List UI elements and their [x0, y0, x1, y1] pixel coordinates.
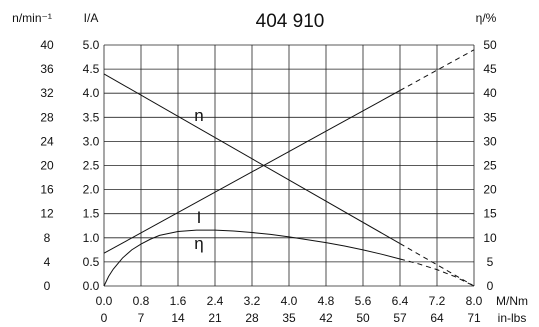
- m-tick-label: 5.6: [355, 294, 372, 308]
- inlbs-tick-label: 14: [171, 311, 185, 325]
- inlbs-tick-label: 28: [245, 311, 259, 325]
- series-eta-extension: [399, 258, 475, 287]
- curve-labels: n Iη: [194, 106, 203, 253]
- i-tick-label: 0.0: [83, 279, 100, 293]
- eta-tick-label: 35: [483, 110, 497, 124]
- i-tick-label: 1.0: [83, 231, 100, 245]
- eta-tick-label: 15: [483, 207, 497, 221]
- inlbs-tick-label: 35: [282, 311, 296, 325]
- inlbs-tick-label: 0: [101, 311, 108, 325]
- n-tick-label: 4: [44, 255, 51, 269]
- n-tick-label: 16: [40, 183, 54, 197]
- i-tick-label: 0.5: [83, 255, 100, 269]
- eta-axis-label: η/%: [476, 11, 497, 25]
- n-tick-label: 0: [44, 279, 51, 293]
- m-axis-label: M/Nm: [496, 294, 528, 308]
- inlbs-tick-label: 21: [208, 311, 222, 325]
- series-eta-line: [103, 229, 401, 287]
- inlbs-tick-label: 42: [319, 311, 333, 325]
- series-eta-label: η: [194, 234, 203, 253]
- eta-tick-label: 30: [483, 134, 497, 148]
- inlbs-tick-label: 50: [356, 311, 370, 325]
- n-tick-label: 28: [40, 110, 54, 124]
- series-n-line: [103, 73, 401, 245]
- i-tick-label: 1.5: [83, 207, 100, 221]
- inlbs-tick-label: 71: [467, 311, 481, 325]
- eta-tick-label: 25: [483, 159, 497, 173]
- eta-tick-label: 45: [483, 62, 497, 76]
- n-tick-label: 32: [40, 86, 54, 100]
- i-tick-label: 3.0: [83, 134, 100, 148]
- inlbs-tick-label: 64: [430, 311, 444, 325]
- m-tick-label: 4.8: [318, 294, 335, 308]
- eta-tick-label: 0: [487, 279, 494, 293]
- eta-tick-label: 40: [483, 86, 497, 100]
- i-tick-label: 4.5: [83, 62, 100, 76]
- n-tick-label: 40: [40, 38, 54, 52]
- tick-labels: 40363228242016128405.04.54.03.53.02.52.0…: [40, 38, 497, 325]
- m-tick-label: 3.2: [244, 294, 261, 308]
- eta-tick-label: 5: [487, 255, 494, 269]
- m-tick-label: 6.4: [392, 294, 409, 308]
- n-tick-label: 20: [40, 159, 54, 173]
- m-tick-label: 0.0: [96, 294, 113, 308]
- eta-tick-label: 50: [483, 38, 497, 52]
- n-axis-label: n/min⁻¹: [12, 11, 52, 25]
- grid: [103, 44, 475, 287]
- i-tick-label: 5.0: [83, 38, 100, 52]
- m-tick-label: 2.4: [207, 294, 224, 308]
- inlbs-tick-label: 7: [138, 311, 145, 325]
- eta-tick-label: 20: [483, 183, 497, 197]
- i-tick-label: 2.0: [83, 183, 100, 197]
- series-n-label: n: [194, 106, 203, 125]
- m-tick-label: 4.0: [281, 294, 298, 308]
- i-tick-label: 3.5: [83, 110, 100, 124]
- inlbs-tick-label: 57: [393, 311, 407, 325]
- i-axis-label: I/A: [84, 11, 99, 25]
- i-tick-label: 2.5: [83, 159, 100, 173]
- n-tick-label: 36: [40, 62, 54, 76]
- inlbs-axis-label: in-lbs: [498, 311, 527, 325]
- m-tick-label: 1.6: [170, 294, 187, 308]
- series-i-line: [103, 90, 401, 254]
- n-tick-label: 8: [44, 231, 51, 245]
- n-tick-label: 12: [40, 207, 54, 221]
- n-tick-label: 24: [40, 134, 54, 148]
- curves: [103, 49, 475, 287]
- series-i-label: I: [197, 208, 202, 227]
- m-tick-label: 0.8: [133, 294, 150, 308]
- m-tick-label: 7.2: [429, 294, 446, 308]
- i-tick-label: 4.0: [83, 86, 100, 100]
- chart-title: 404 910: [256, 11, 325, 32]
- eta-tick-label: 10: [483, 231, 497, 245]
- m-tick-label: 8.0: [466, 294, 483, 308]
